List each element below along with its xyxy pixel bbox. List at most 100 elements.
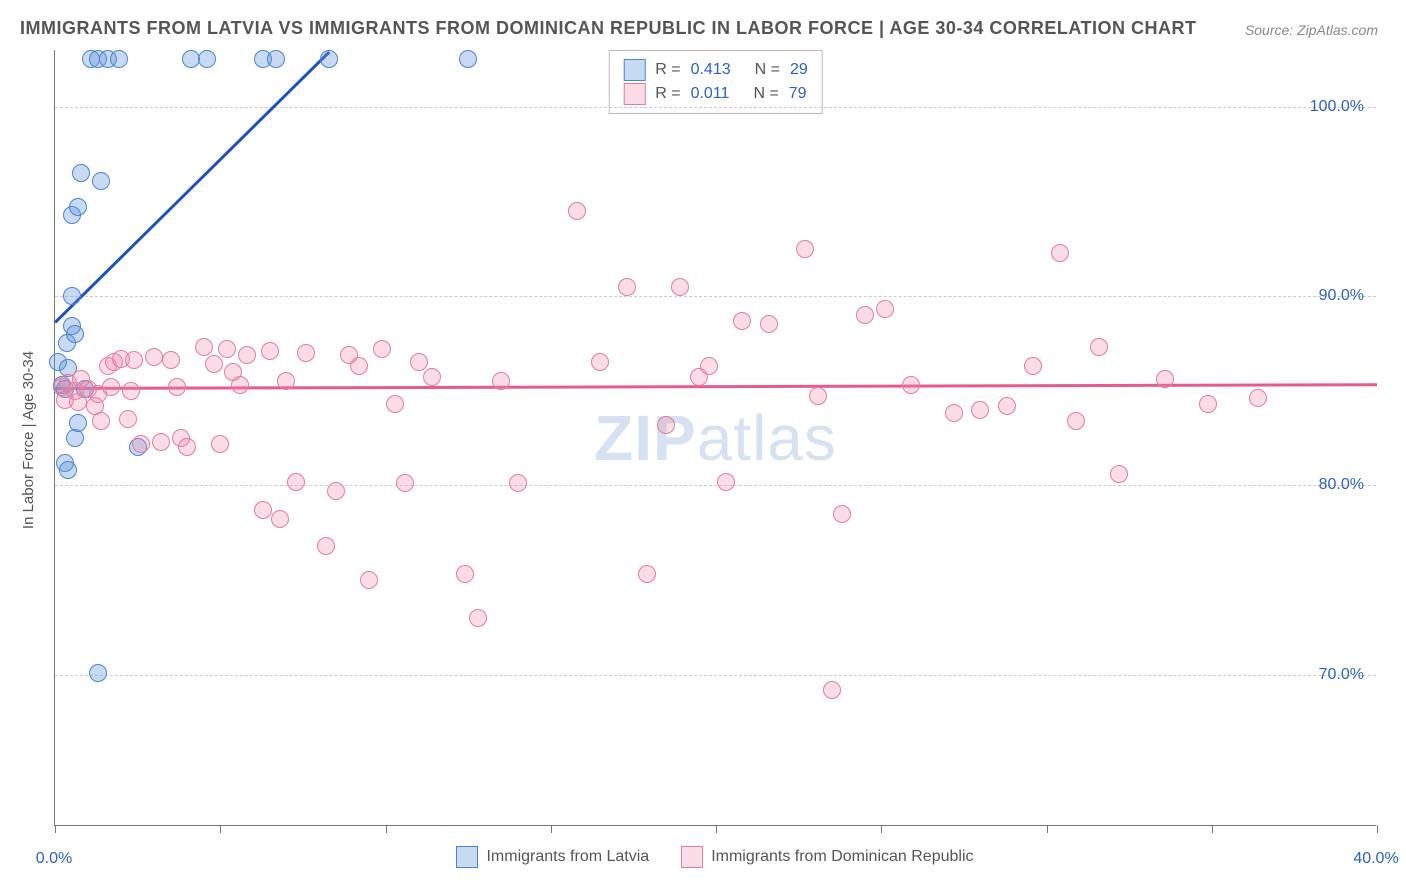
data-point [809, 387, 827, 405]
data-point [317, 537, 335, 555]
data-point [796, 240, 814, 258]
data-point [162, 351, 180, 369]
r-value: 0.413 [691, 61, 731, 79]
plot-area: ZIPatlas R = 0.413N = 29R = 0.011N = 79 … [54, 50, 1376, 826]
data-point [122, 382, 140, 400]
data-point [63, 287, 81, 305]
gridline [55, 107, 1376, 108]
data-point [396, 474, 414, 492]
data-point [119, 410, 137, 428]
data-point [423, 368, 441, 386]
data-point [125, 351, 143, 369]
x-tick [386, 825, 387, 833]
data-point [373, 340, 391, 358]
legend-swatch [623, 59, 645, 81]
data-point [1067, 412, 1085, 430]
data-point [218, 340, 236, 358]
watermark: ZIPatlas [594, 401, 837, 475]
x-tick-label: 40.0% [1353, 850, 1398, 868]
data-point [102, 378, 120, 396]
data-point [277, 372, 295, 390]
gridline [55, 485, 1376, 486]
data-point [327, 482, 345, 500]
n-label: N = [755, 61, 780, 79]
data-point [1156, 370, 1174, 388]
data-point [238, 346, 256, 364]
data-point [733, 312, 751, 330]
data-point [856, 306, 874, 324]
data-point [195, 338, 213, 356]
data-point [168, 378, 186, 396]
data-point [178, 438, 196, 456]
data-point [69, 393, 87, 411]
data-point [69, 414, 87, 432]
data-point [198, 50, 216, 68]
data-point [1024, 357, 1042, 375]
data-point [182, 50, 200, 68]
data-point [205, 355, 223, 373]
data-point [92, 172, 110, 190]
legend-item: Immigrants from Latvia [456, 846, 649, 868]
source-attribution: Source: ZipAtlas.com [1245, 22, 1378, 38]
data-point [618, 278, 636, 296]
data-point [671, 278, 689, 296]
data-point [1249, 389, 1267, 407]
data-point [1051, 244, 1069, 262]
data-point [998, 397, 1016, 415]
stats-legend-row: R = 0.011 N = 79 [623, 83, 808, 105]
data-point [261, 342, 279, 360]
watermark-zip: ZIP [594, 402, 697, 474]
data-point [823, 681, 841, 699]
chart-title: IMMIGRANTS FROM LATVIA VS IMMIGRANTS FRO… [20, 18, 1197, 39]
series-legend: Immigrants from LatviaImmigrants from Do… [54, 846, 1376, 868]
trend-line [55, 383, 1377, 389]
x-tick [1377, 825, 1378, 833]
data-point [945, 404, 963, 422]
data-point [492, 372, 510, 390]
gridline [55, 675, 1376, 676]
data-point [591, 353, 609, 371]
r-label: R = [655, 85, 680, 103]
data-point [360, 571, 378, 589]
data-point [876, 300, 894, 318]
data-point [833, 505, 851, 523]
x-tick [881, 825, 882, 833]
x-tick [1212, 825, 1213, 833]
x-tick [55, 825, 56, 833]
data-point [271, 510, 289, 528]
data-point [66, 325, 84, 343]
data-point [267, 50, 285, 68]
data-point [297, 344, 315, 362]
x-tick-label: 0.0% [36, 850, 72, 868]
data-point [132, 435, 150, 453]
x-tick [220, 825, 221, 833]
data-point [902, 376, 920, 394]
data-point [509, 474, 527, 492]
data-point [700, 357, 718, 375]
data-point [89, 664, 107, 682]
data-point [456, 565, 474, 583]
x-tick [716, 825, 717, 833]
n-value: 79 [789, 85, 807, 103]
x-tick [551, 825, 552, 833]
data-point [971, 401, 989, 419]
data-point [254, 501, 272, 519]
data-point [152, 433, 170, 451]
data-point [459, 50, 477, 68]
data-point [568, 202, 586, 220]
data-point [110, 50, 128, 68]
data-point [1090, 338, 1108, 356]
data-point [1110, 465, 1128, 483]
y-tick-label: 80.0% [1319, 476, 1364, 494]
data-point [211, 435, 229, 453]
data-point [287, 473, 305, 491]
legend-swatch [456, 846, 478, 868]
data-point [469, 609, 487, 627]
data-point [657, 416, 675, 434]
legend-swatch [623, 83, 645, 105]
legend-label: Immigrants from Latvia [486, 848, 649, 866]
r-value: 0.011 [691, 85, 730, 103]
data-point [410, 353, 428, 371]
gridline [55, 296, 1376, 297]
n-label: N = [753, 85, 778, 103]
